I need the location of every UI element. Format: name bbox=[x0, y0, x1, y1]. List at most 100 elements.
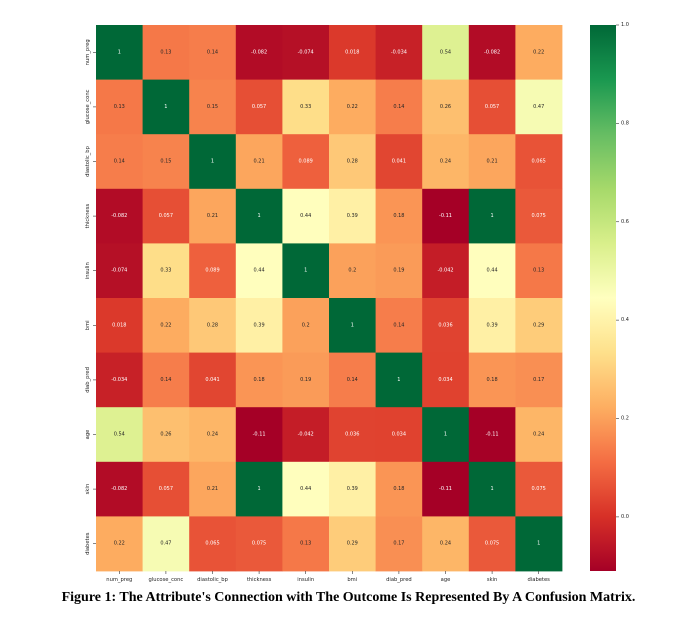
heatmap-cell-3-4 bbox=[282, 188, 330, 244]
cell-value-label-6-4: 0.19 bbox=[300, 377, 311, 383]
x-tick-label-num_preg: num_preg bbox=[106, 577, 132, 583]
cell-value-label-6-6: 1 bbox=[397, 377, 400, 383]
heatmap-cell-1-5 bbox=[329, 79, 376, 135]
heatmap-cell-3-2 bbox=[189, 188, 237, 244]
heatmap-cell-8-4 bbox=[282, 461, 330, 517]
y-tick-label-glucose_conc: glucose_conc bbox=[85, 89, 91, 124]
cell-value-label-6-9: 0.17 bbox=[533, 377, 544, 383]
cell-value-label-0-1: 0.13 bbox=[160, 49, 171, 55]
x-tick-label-bmi: bmi bbox=[347, 577, 357, 583]
heatmap-cell-5-8 bbox=[468, 298, 516, 353]
cell-value-label-9-1: 0.47 bbox=[160, 541, 171, 547]
cell-value-label-2-7: 0.24 bbox=[440, 159, 451, 165]
heatmap-cell-0-1 bbox=[142, 25, 190, 80]
heatmap-cell-2-4 bbox=[282, 134, 330, 190]
cell-value-label-2-8: 0.21 bbox=[487, 159, 498, 165]
heatmap-cell-0-5 bbox=[329, 25, 376, 80]
cell-value-label-7-5: 0.036 bbox=[345, 432, 359, 438]
cell-value-label-1-0: 0.13 bbox=[114, 104, 125, 110]
colorbar-tick-label: 0.0 bbox=[621, 514, 629, 520]
heatmap-cell-7-7 bbox=[422, 407, 470, 463]
cell-value-label-0-0: 1 bbox=[118, 49, 121, 55]
heatmap-cell-9-7 bbox=[422, 516, 470, 572]
heatmap-cell-4-9 bbox=[515, 243, 563, 299]
heatmap-cell-5-7 bbox=[422, 298, 470, 353]
heatmap-cell-0-9 bbox=[515, 25, 563, 80]
colorbar-tick-label: 0.6 bbox=[621, 219, 629, 225]
heatmap-cell-7-1 bbox=[142, 407, 190, 463]
cell-value-label-4-1: 0.33 bbox=[160, 268, 171, 274]
x-tick-label-age: age bbox=[441, 577, 451, 583]
heatmap-cell-2-1 bbox=[142, 134, 190, 190]
cell-value-label-9-9: 1 bbox=[537, 541, 540, 547]
cell-value-label-1-5: 0.22 bbox=[347, 104, 358, 110]
cell-value-label-4-8: 0.44 bbox=[487, 268, 498, 274]
cell-value-label-6-1: 0.14 bbox=[160, 377, 171, 383]
cell-value-label-8-2: 0.21 bbox=[207, 486, 218, 492]
cell-value-label-9-4: 0.13 bbox=[300, 541, 311, 547]
cell-value-label-2-0: 0.14 bbox=[114, 159, 125, 165]
heatmap-cell-9-6 bbox=[375, 516, 423, 572]
y-tick-label-num_preg: num_preg bbox=[85, 39, 91, 65]
heatmap-cell-1-3 bbox=[235, 79, 283, 135]
heatmap-cell-1-9 bbox=[515, 79, 563, 135]
cell-value-label-0-5: 0.018 bbox=[345, 49, 359, 55]
cell-value-label-0-3: -0.082 bbox=[251, 49, 267, 55]
heatmap-cell-4-8 bbox=[468, 243, 516, 299]
cell-value-label-3-4: 0.44 bbox=[300, 213, 311, 219]
cell-value-label-9-6: 0.17 bbox=[393, 541, 404, 547]
cell-value-label-5-4: 0.2 bbox=[302, 322, 310, 328]
heatmap-cell-0-6 bbox=[375, 25, 423, 80]
cell-value-label-7-6: 0.034 bbox=[392, 432, 406, 438]
cell-value-label-3-7: -0.11 bbox=[439, 213, 452, 219]
cell-value-label-4-5: 0.2 bbox=[348, 268, 356, 274]
cell-value-label-6-7: 0.034 bbox=[438, 377, 452, 383]
x-tick-label-skin: skin bbox=[487, 577, 497, 583]
cell-value-label-8-3: 1 bbox=[258, 486, 261, 492]
cell-value-label-5-3: 0.39 bbox=[254, 322, 265, 328]
cell-value-label-2-5: 0.28 bbox=[347, 159, 358, 165]
heatmap-cell-2-9 bbox=[515, 134, 563, 190]
heatmap-cell-3-8 bbox=[468, 188, 516, 244]
cell-value-label-7-1: 0.26 bbox=[160, 432, 171, 438]
cell-value-label-1-6: 0.14 bbox=[393, 104, 404, 110]
heatmap-cell-5-1 bbox=[142, 298, 190, 353]
cell-value-label-4-3: 0.44 bbox=[254, 268, 265, 274]
cell-value-label-2-4: 0.089 bbox=[299, 159, 313, 165]
cell-value-label-9-0: 0.22 bbox=[114, 541, 125, 547]
heatmap-cell-9-2 bbox=[189, 516, 237, 572]
heatmap-cell-9-1 bbox=[142, 516, 190, 572]
y-tick-labels: num_preg glucose_conc diastolic_bp thicknes… bbox=[85, 39, 96, 555]
heatmap-cell-3-3 bbox=[235, 188, 283, 244]
heatmap-cell-0-2 bbox=[189, 25, 237, 80]
cell-value-label-5-9: 0.29 bbox=[533, 322, 544, 328]
cell-value-label-3-2: 0.21 bbox=[207, 213, 218, 219]
heatmap-cell-0-3 bbox=[235, 25, 283, 80]
heatmap-cell-7-6 bbox=[375, 407, 423, 463]
heatmap-cell-6-5 bbox=[329, 352, 376, 408]
cell-value-label-7-3: -0.11 bbox=[253, 432, 266, 438]
heatmap-cell-7-2 bbox=[189, 407, 237, 463]
cell-value-label-3-0: -0.082 bbox=[111, 213, 127, 219]
heatmap-cell-2-6 bbox=[375, 134, 423, 190]
heatmap-cell-6-2 bbox=[189, 352, 237, 408]
heatmap-cell-3-0 bbox=[96, 188, 143, 244]
heatmap-cell-3-7 bbox=[422, 188, 470, 244]
heatmap-cell-5-6 bbox=[375, 298, 423, 353]
cell-value-label-1-7: 0.26 bbox=[440, 104, 451, 110]
heatmap-cell-6-6 bbox=[375, 352, 423, 408]
figure-caption: Figure 1: The Attribute's Connection wit… bbox=[61, 590, 636, 605]
cell-value-label-5-8: 0.39 bbox=[487, 322, 498, 328]
y-tick-label-diabetes: diabetes bbox=[85, 532, 91, 555]
cell-value-label-1-8: 0.057 bbox=[485, 104, 499, 110]
heatmap-cell-9-0 bbox=[96, 516, 143, 572]
cell-value-label-8-4: 0.44 bbox=[300, 486, 311, 492]
cell-value-label-0-7: 0.54 bbox=[440, 49, 451, 55]
heatmap-cell-5-2 bbox=[189, 298, 237, 353]
cell-value-label-6-8: 0.18 bbox=[487, 377, 498, 383]
heatmap-cell-5-9 bbox=[515, 298, 563, 353]
heatmap-cell-7-3 bbox=[235, 407, 283, 463]
cell-value-label-5-7: 0.036 bbox=[438, 322, 452, 328]
heatmap-cell-1-7 bbox=[422, 79, 470, 135]
cell-value-label-6-3: 0.18 bbox=[254, 377, 265, 383]
